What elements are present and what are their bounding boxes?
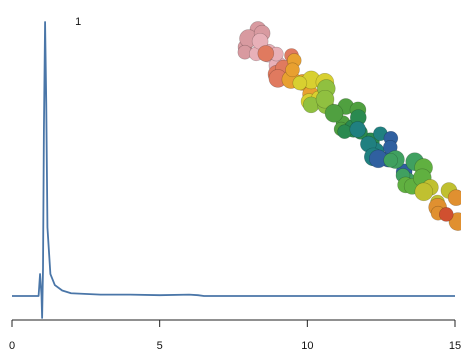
molecule-atom bbox=[315, 89, 335, 109]
molecule-atom bbox=[414, 182, 434, 202]
x-tick-label: 10 bbox=[301, 340, 313, 352]
molecule-atom bbox=[383, 152, 398, 168]
molecule-atom bbox=[447, 189, 461, 206]
peak-label: 1 bbox=[75, 16, 81, 28]
x-tick-label: 0 bbox=[9, 340, 15, 352]
molecule-atom bbox=[337, 124, 352, 139]
molecule-atom bbox=[349, 121, 367, 138]
chromatogram-line bbox=[12, 21, 455, 319]
molecule-atom bbox=[324, 103, 344, 123]
molecule-atom bbox=[438, 207, 454, 222]
molecule-atom bbox=[292, 75, 308, 91]
molecule-atom bbox=[285, 62, 300, 78]
molecule-image bbox=[237, 21, 461, 231]
molecule-atom bbox=[257, 45, 275, 62]
x-tick-label: 5 bbox=[157, 340, 163, 352]
x-tick-label: 15 bbox=[449, 340, 461, 352]
